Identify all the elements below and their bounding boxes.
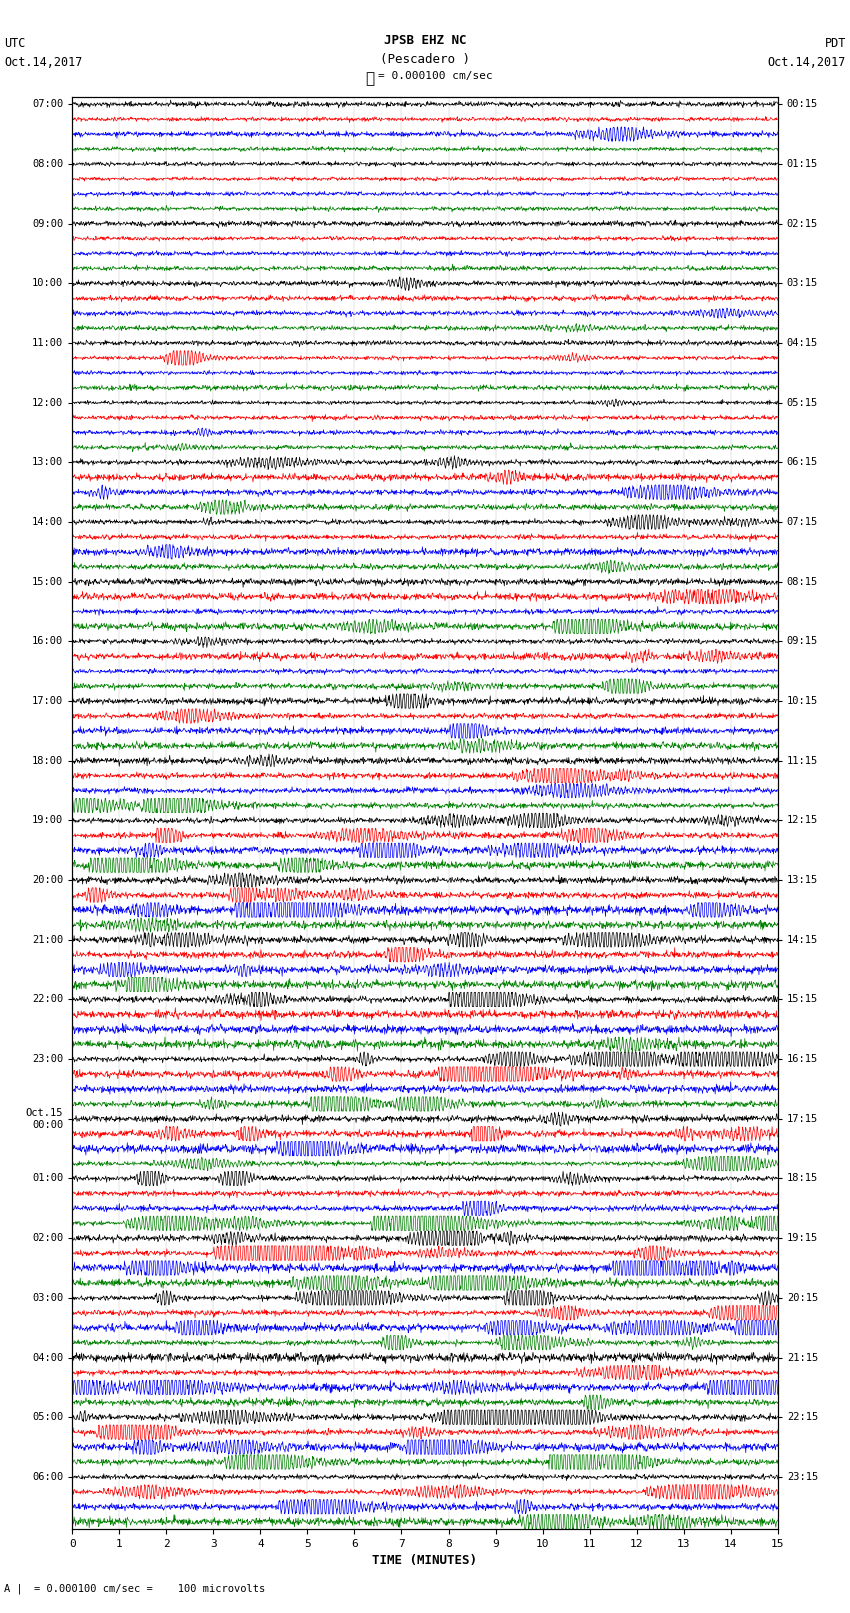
Text: A |: A | (4, 1582, 23, 1594)
Text: = 0.000100 cm/sec =    100 microvolts: = 0.000100 cm/sec = 100 microvolts (34, 1584, 265, 1594)
Text: (Pescadero ): (Pescadero ) (380, 53, 470, 66)
Text: ⎹: ⎹ (366, 71, 374, 85)
Text: = 0.000100 cm/sec: = 0.000100 cm/sec (378, 71, 493, 81)
X-axis label: TIME (MINUTES): TIME (MINUTES) (372, 1555, 478, 1568)
Text: Oct.14,2017: Oct.14,2017 (768, 56, 846, 69)
Text: JPSB EHZ NC: JPSB EHZ NC (383, 34, 467, 47)
Text: PDT: PDT (824, 37, 846, 50)
Text: Oct.14,2017: Oct.14,2017 (4, 56, 82, 69)
Text: UTC: UTC (4, 37, 26, 50)
